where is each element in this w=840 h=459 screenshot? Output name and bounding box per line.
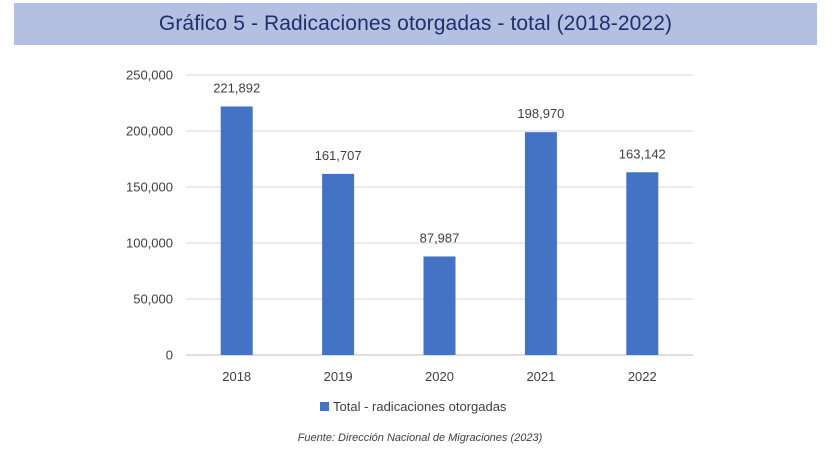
- legend-swatch: [320, 402, 329, 411]
- x-tick-label-2020: 2020: [425, 369, 454, 384]
- y-tick-label: 0: [166, 348, 173, 363]
- x-tick-label-2019: 2019: [324, 369, 353, 384]
- source-note: Fuente: Dirección Nacional de Migracione…: [297, 432, 543, 444]
- x-tick-label-2018: 2018: [222, 369, 251, 384]
- x-axis-ticks: 2018 2019 2020 2021 2022: [222, 369, 657, 384]
- y-tick-label: 100,000: [126, 236, 173, 251]
- data-label-2021: 198,970: [517, 106, 564, 121]
- y-tick-label: 200,000: [126, 124, 173, 139]
- data-labels: 221,892 161,707 87,987 198,970 163,142: [213, 80, 666, 245]
- y-axis-ticks: 0 50,000 100,000 150,000 200,000 250,000: [126, 68, 173, 363]
- data-label-2022: 163,142: [619, 146, 666, 161]
- bar-2022: [626, 172, 659, 355]
- data-label-2019: 161,707: [315, 148, 362, 163]
- data-label-2020: 87,987: [420, 230, 460, 245]
- y-tick-label: 150,000: [126, 180, 173, 195]
- x-tick-label-2021: 2021: [526, 369, 555, 384]
- bars: [220, 106, 659, 355]
- data-label-2018: 221,892: [213, 80, 260, 95]
- y-tick-label: 50,000: [133, 292, 173, 307]
- bar-chart: 0 50,000 100,000 150,000 200,000 250,000 221,…: [126, 68, 693, 414]
- chart-title: Gráfico 5 - Radicaciones otorgadas - tot…: [158, 12, 673, 35]
- bar-2018: [220, 106, 253, 355]
- title-band: Gráfico 5 - Radicaciones otorgadas - tot…: [14, 3, 817, 45]
- y-tick-label: 250,000: [126, 68, 173, 83]
- bar-2020: [423, 256, 456, 355]
- bar-2019: [322, 173, 355, 355]
- legend: Total - radicaciones otorgadas: [320, 399, 507, 414]
- legend-label: Total - radicaciones otorgadas: [333, 399, 507, 414]
- x-tick-label-2022: 2022: [628, 369, 657, 384]
- bar-2021: [524, 132, 557, 355]
